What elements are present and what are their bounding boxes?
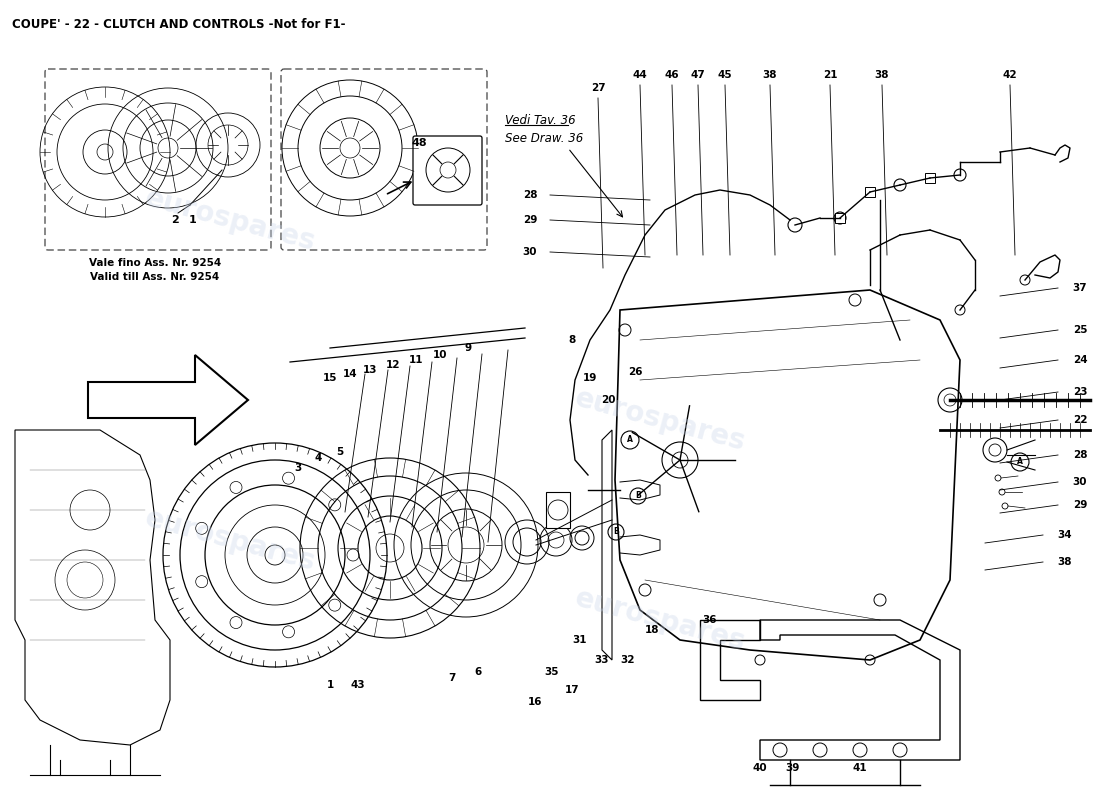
FancyBboxPatch shape <box>280 69 487 250</box>
Text: 28: 28 <box>1072 450 1087 460</box>
Text: 27: 27 <box>591 83 605 93</box>
Text: 12: 12 <box>386 360 400 370</box>
Text: 13: 13 <box>363 365 377 375</box>
Text: 28: 28 <box>522 190 537 200</box>
Text: 36: 36 <box>703 615 717 625</box>
Text: 33: 33 <box>595 655 609 665</box>
Text: 11: 11 <box>409 355 424 365</box>
Text: eurospares: eurospares <box>572 384 748 456</box>
Text: 34: 34 <box>1058 530 1072 540</box>
Text: 24: 24 <box>1072 355 1087 365</box>
Text: 4: 4 <box>315 453 321 463</box>
Text: 31: 31 <box>573 635 587 645</box>
Text: 25: 25 <box>1072 325 1087 335</box>
Bar <box>865 187 874 197</box>
Text: B: B <box>613 527 619 537</box>
Text: 6: 6 <box>474 667 482 677</box>
Text: 20: 20 <box>601 395 615 405</box>
Text: A: A <box>627 435 632 445</box>
Text: 22: 22 <box>1072 415 1087 425</box>
Text: Vedi Tav. 36: Vedi Tav. 36 <box>505 114 575 126</box>
Text: 23: 23 <box>1072 387 1087 397</box>
Text: 37: 37 <box>1072 283 1087 293</box>
Text: 40: 40 <box>752 763 768 773</box>
Text: 47: 47 <box>691 70 705 80</box>
Text: 19: 19 <box>583 373 597 383</box>
Text: 5: 5 <box>337 447 343 457</box>
Text: See Draw. 36: See Draw. 36 <box>505 131 583 145</box>
Text: 41: 41 <box>852 763 867 773</box>
Text: Valid till Ass. Nr. 9254: Valid till Ass. Nr. 9254 <box>90 272 220 282</box>
Text: 39: 39 <box>785 763 800 773</box>
Text: COUPE' - 22 - CLUTCH AND CONTROLS -Not for F1-: COUPE' - 22 - CLUTCH AND CONTROLS -Not f… <box>12 18 345 31</box>
Text: 38: 38 <box>1058 557 1072 567</box>
Text: 14: 14 <box>343 369 358 379</box>
Text: 18: 18 <box>645 625 659 635</box>
Text: A: A <box>1018 458 1023 466</box>
Text: 7: 7 <box>449 673 455 683</box>
Text: Vale fino Ass. Nr. 9254: Vale fino Ass. Nr. 9254 <box>89 258 221 268</box>
Text: eurospares: eurospares <box>142 184 319 256</box>
Text: 2: 2 <box>172 215 179 225</box>
Text: 8: 8 <box>569 335 575 345</box>
Text: 1: 1 <box>327 680 333 690</box>
Bar <box>546 492 570 528</box>
Text: eurospares: eurospares <box>142 504 319 576</box>
Bar <box>925 173 935 183</box>
Text: 45: 45 <box>717 70 733 80</box>
Text: 38: 38 <box>762 70 778 80</box>
Text: 35: 35 <box>544 667 559 677</box>
Text: 21: 21 <box>823 70 837 80</box>
Text: 30: 30 <box>1072 477 1087 487</box>
FancyBboxPatch shape <box>45 69 271 250</box>
Text: 9: 9 <box>464 343 472 353</box>
Text: 10: 10 <box>432 350 448 360</box>
Text: 15: 15 <box>322 373 338 383</box>
Text: 29: 29 <box>1072 500 1087 510</box>
Text: 30: 30 <box>522 247 537 257</box>
Text: 42: 42 <box>1003 70 1018 80</box>
Text: 29: 29 <box>522 215 537 225</box>
FancyBboxPatch shape <box>412 136 482 205</box>
Text: 43: 43 <box>351 680 365 690</box>
Text: 38: 38 <box>874 70 889 80</box>
Text: 32: 32 <box>620 655 636 665</box>
Text: 46: 46 <box>664 70 680 80</box>
Text: eurospares: eurospares <box>572 584 748 656</box>
Bar <box>835 213 845 223</box>
Text: 3: 3 <box>295 463 301 473</box>
Text: 17: 17 <box>564 685 580 695</box>
Text: B: B <box>635 491 641 501</box>
Text: 1: 1 <box>189 215 197 225</box>
Text: 16: 16 <box>528 697 542 707</box>
Text: 26: 26 <box>628 367 642 377</box>
Text: 44: 44 <box>632 70 648 80</box>
Text: 48: 48 <box>411 138 427 148</box>
